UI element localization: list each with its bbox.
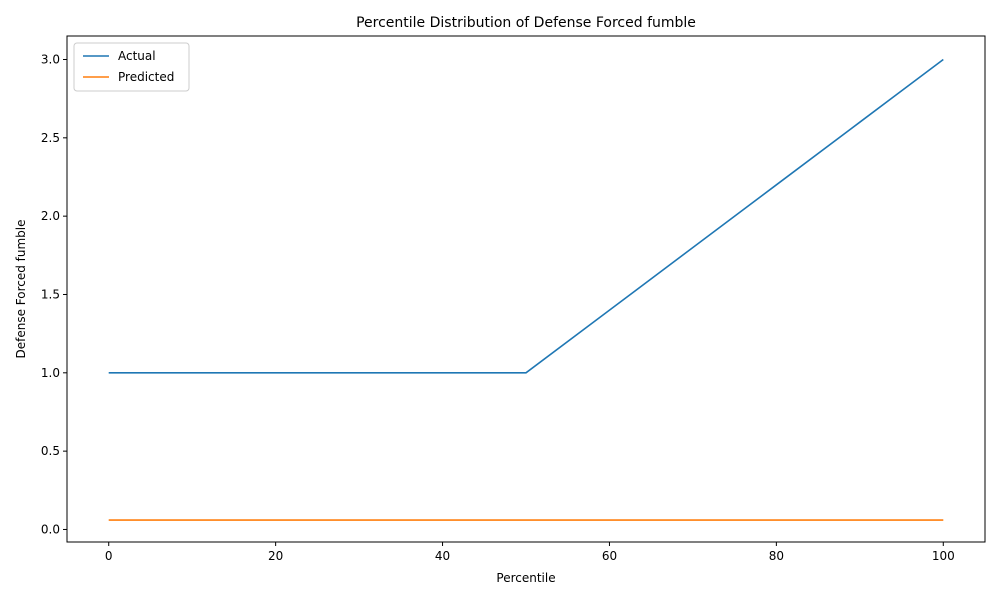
x-tick-label: 20 — [268, 549, 283, 563]
chart-title: Percentile Distribution of Defense Force… — [356, 15, 696, 31]
x-axis-label: Percentile — [496, 571, 555, 585]
x-tick-label: 60 — [602, 549, 617, 563]
legend-box — [73, 42, 190, 92]
y-axis-label: Defense Forced fumble — [14, 219, 28, 358]
y-tick-label: 2.0 — [41, 209, 60, 223]
legend-label-predicted: Predicted — [118, 70, 174, 84]
plot-frame — [66, 35, 986, 543]
legend: Actual Predicted — [73, 42, 190, 92]
y-tick-label: 2.5 — [41, 131, 60, 145]
y-tick-label: 0.0 — [41, 522, 60, 536]
y-tick-label: 1.0 — [41, 366, 60, 380]
series-line-actual — [108, 58, 944, 374]
y-tick-label: 0.5 — [41, 444, 60, 458]
x-axis: 0 20 40 60 80 100 — [105, 542, 955, 563]
y-tick-label: 1.5 — [41, 287, 60, 301]
y-tick-label: 3.0 — [41, 52, 60, 66]
x-tick-label: 0 — [105, 549, 113, 563]
legend-label-actual: Actual — [118, 49, 156, 63]
y-axis: 0.0 0.5 1.0 1.5 2.0 2.5 3.0 — [41, 52, 67, 536]
x-tick-label: 80 — [769, 549, 784, 563]
series-layer — [108, 58, 944, 521]
x-tick-label: 100 — [932, 549, 955, 563]
x-tick-label: 40 — [435, 549, 450, 563]
